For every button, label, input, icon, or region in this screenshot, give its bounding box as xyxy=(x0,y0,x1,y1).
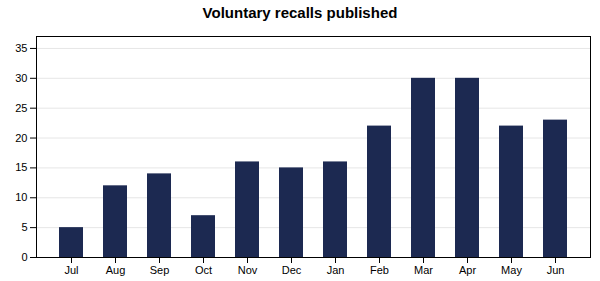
svg-text:Sep: Sep xyxy=(150,264,170,276)
svg-text:May: May xyxy=(501,264,522,276)
svg-text:Jun: Jun xyxy=(547,264,565,276)
svg-text:Apr: Apr xyxy=(459,264,476,276)
svg-text:Aug: Aug xyxy=(106,264,126,276)
svg-text:Mar: Mar xyxy=(414,264,433,276)
svg-text:30: 30 xyxy=(15,72,27,84)
svg-text:Oct: Oct xyxy=(195,264,212,276)
svg-text:Jan: Jan xyxy=(327,264,345,276)
svg-text:35: 35 xyxy=(15,42,27,54)
svg-text:Feb: Feb xyxy=(370,264,389,276)
svg-text:0: 0 xyxy=(21,251,27,263)
svg-text:10: 10 xyxy=(15,191,27,203)
svg-text:Dec: Dec xyxy=(282,264,302,276)
svg-text:Nov: Nov xyxy=(238,264,258,276)
svg-text:Jul: Jul xyxy=(64,264,78,276)
svg-text:25: 25 xyxy=(15,102,27,114)
svg-text:20: 20 xyxy=(15,132,27,144)
svg-text:5: 5 xyxy=(21,221,27,233)
svg-text:15: 15 xyxy=(15,161,27,173)
html-text:Voluntary recalls published: Voluntary recalls published xyxy=(202,4,398,21)
